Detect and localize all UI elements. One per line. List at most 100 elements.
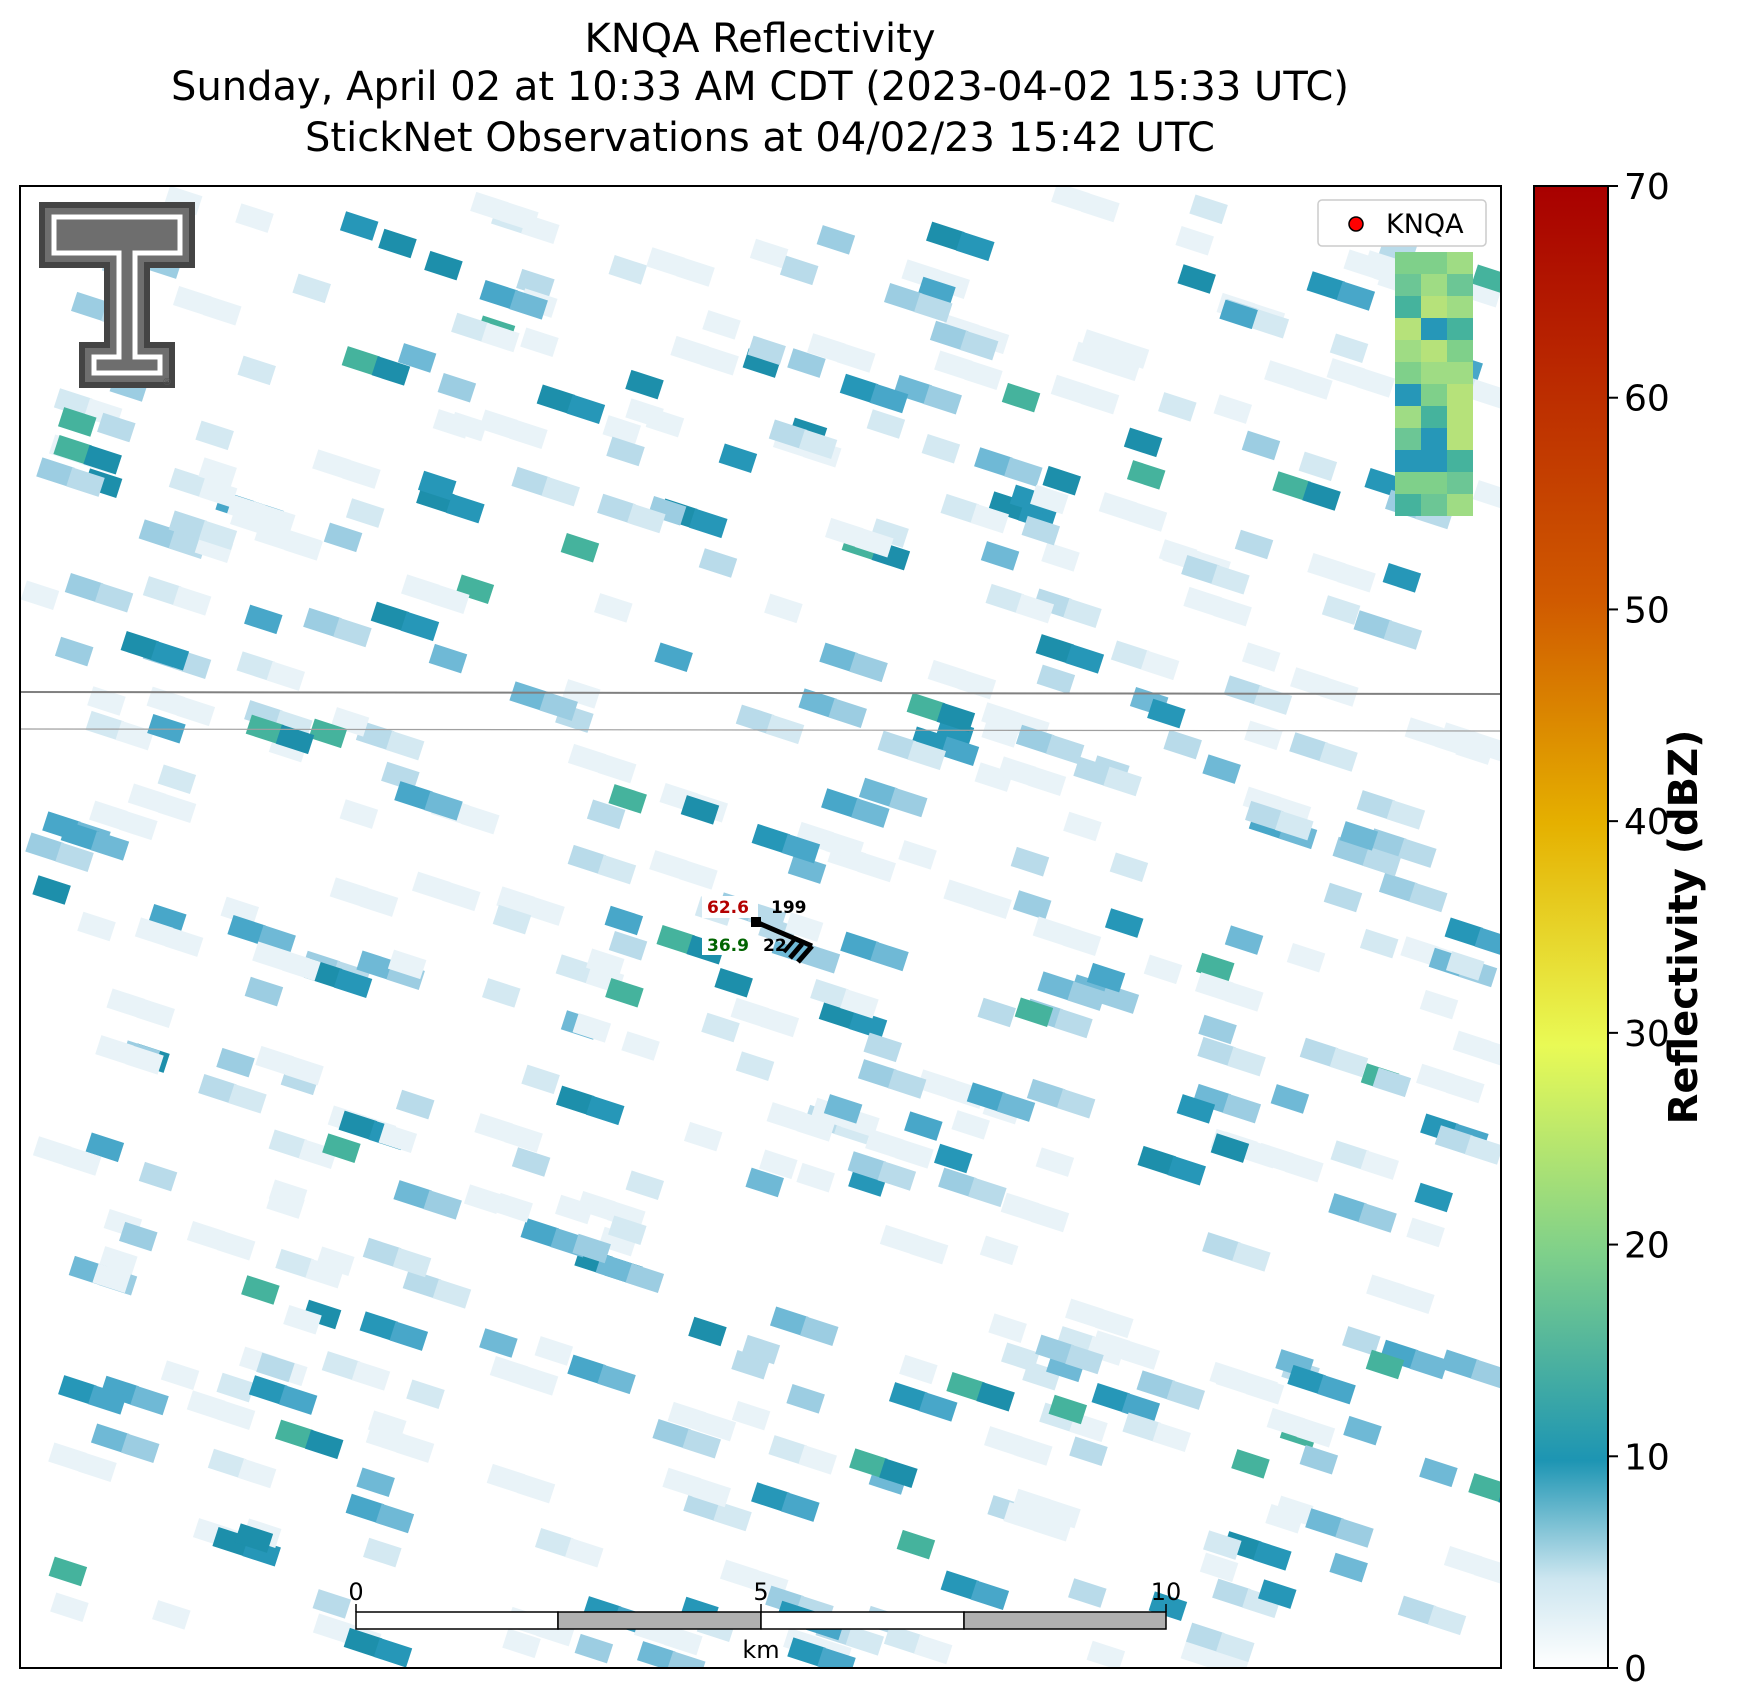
echo-cell <box>62 1146 102 1176</box>
echo-cell <box>1050 374 1090 405</box>
legend-label: KNQA <box>1386 209 1464 240</box>
echo-cell <box>1372 1067 1412 1098</box>
echo-cell <box>781 833 821 864</box>
title-line-1: KNQA Reflectivity <box>584 16 936 62</box>
echo-cell <box>479 1328 518 1358</box>
echo-cell <box>470 191 509 222</box>
echo-cell <box>229 504 269 535</box>
echo-cell <box>781 1492 820 1522</box>
echo-cell <box>87 686 126 716</box>
echo-cell <box>36 457 75 487</box>
echo-cell <box>539 691 578 721</box>
echo-cell <box>605 977 644 1008</box>
echo-cell <box>1319 742 1358 772</box>
echo-cell <box>424 250 463 281</box>
echo-cell <box>345 498 385 528</box>
echo-cell <box>198 520 238 551</box>
echo-cell <box>1419 1457 1458 1488</box>
echo-cell <box>883 1624 923 1655</box>
echo-cell <box>985 583 1025 614</box>
echo-cell <box>77 911 116 942</box>
echo-cell <box>1122 1412 1161 1442</box>
echo-cell <box>1395 340 1421 362</box>
echo-cell <box>1223 675 1263 705</box>
echo-cell <box>1176 1094 1216 1124</box>
wind-barb-icon <box>751 917 814 964</box>
echo-cell <box>282 951 321 981</box>
scale-bar-segment <box>557 1611 762 1630</box>
echo-cell <box>801 943 841 974</box>
echo-cell <box>1065 644 1105 674</box>
map-frame <box>19 185 1502 1669</box>
echo-cell <box>1400 936 1439 966</box>
echo-cell <box>735 704 775 735</box>
echo-cell <box>157 793 197 824</box>
echo-cell <box>1035 634 1075 664</box>
echo-cell <box>1015 724 1055 755</box>
echo-cell <box>970 1580 1010 1611</box>
echo-cell <box>1198 1014 1237 1045</box>
echo-cell <box>929 320 969 351</box>
echo-cell <box>534 1336 574 1366</box>
colorbar-gradient <box>1533 185 1609 1669</box>
echo-cell <box>341 346 381 376</box>
echo-cell <box>1474 927 1501 958</box>
echo-cell <box>370 601 410 632</box>
echo-cell <box>625 1263 665 1294</box>
echo-cell <box>1358 1203 1397 1233</box>
echo-cell <box>1395 362 1421 384</box>
echo-cell <box>168 510 208 541</box>
echo-cell <box>1395 494 1421 516</box>
echo-cell <box>312 1589 352 1619</box>
echo-cell <box>702 310 741 340</box>
colorbar: 0 10 20 30 40 50 60 70 Reflectivity (dBZ) <box>1533 167 1707 1690</box>
echo-cell <box>1241 642 1281 672</box>
echo-cell <box>338 1110 378 1141</box>
legend-marker-icon <box>1348 216 1364 232</box>
echo-cell <box>1065 1298 1104 1329</box>
sticknet-station-plot: 62.6 199 36.9 22 <box>702 896 814 964</box>
echo-cell <box>1102 351 1141 382</box>
scale-bar-segment <box>355 1611 559 1630</box>
echo-cell <box>134 917 174 947</box>
echo-cell <box>713 1501 752 1532</box>
echo-cell <box>1063 811 1102 842</box>
echo-cell <box>1447 274 1473 296</box>
echo-cell <box>1081 192 1120 223</box>
echo-cell <box>138 1161 178 1192</box>
echo-cell <box>688 1316 727 1347</box>
echo-cell <box>594 593 633 623</box>
echo-cell <box>1030 484 1069 515</box>
echo-cell <box>749 238 789 269</box>
echo-cell <box>1365 1349 1405 1380</box>
echo-cell <box>1421 252 1447 274</box>
echo-cell <box>1272 471 1311 501</box>
echo-cell <box>412 871 451 902</box>
echo-cell <box>1225 982 1264 1012</box>
echo-cell <box>926 221 965 252</box>
echo-cell <box>1032 916 1072 947</box>
echo-cell <box>1342 1326 1381 1356</box>
colorbar-tick-label: 10 <box>1624 1437 1670 1478</box>
echo-cell <box>88 1385 127 1415</box>
echo-cell <box>1195 972 1234 1002</box>
echo-cell <box>1095 1308 1134 1339</box>
echo-cell <box>964 360 1003 390</box>
echo-cell <box>1014 997 1054 1028</box>
echo-cell <box>1421 318 1447 340</box>
echo-cell <box>504 1123 543 1153</box>
echo-cell <box>1416 1063 1455 1094</box>
echo-cell <box>1069 1436 1108 1466</box>
echo-cell <box>1234 529 1274 560</box>
echo-cell <box>186 1390 226 1420</box>
echo-cell <box>502 1628 541 1659</box>
echo-cell <box>363 1537 402 1568</box>
echo-cell <box>1258 1579 1297 1609</box>
echo-cell <box>1265 1503 1304 1534</box>
echo-cell <box>682 1428 721 1459</box>
echo-cell <box>274 1419 314 1450</box>
echo-cell <box>1330 1140 1369 1170</box>
echo-cell <box>172 285 212 316</box>
echo-cell <box>92 1263 131 1293</box>
echo-cell <box>207 1448 247 1479</box>
